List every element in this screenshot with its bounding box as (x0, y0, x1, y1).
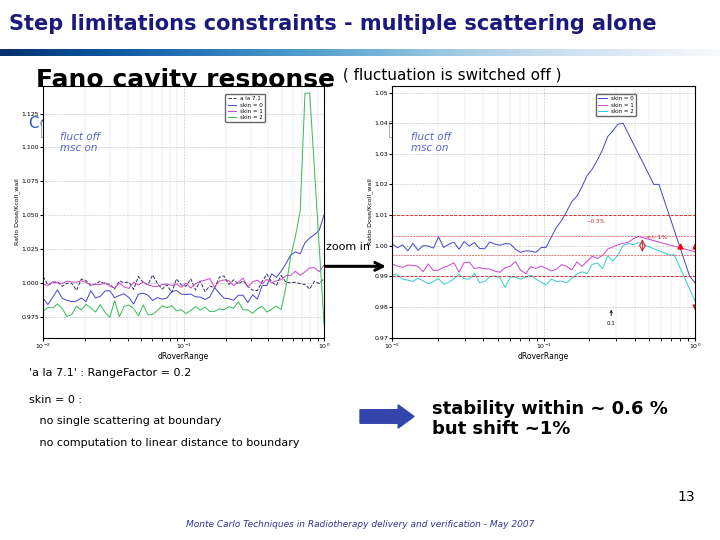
Text: ~0.3%: ~0.3% (586, 219, 604, 224)
skin = 1 (134, 282, 143, 288)
skin = 1 (485, 266, 494, 272)
Line: skin = 1: skin = 1 (392, 237, 695, 273)
skin = 1 (690, 248, 699, 255)
Text: no computation to linear distance to boundary: no computation to linear distance to bou… (29, 438, 300, 448)
skin = 2 (320, 321, 328, 327)
a la 7.1 (130, 286, 138, 293)
Line: skin = 2: skin = 2 (43, 93, 324, 324)
skin = 1 (465, 259, 474, 265)
skin = 1 (439, 264, 448, 271)
FancyArrow shape (360, 405, 414, 428)
skin = 0 (577, 184, 586, 190)
Line: a la 7.1: a la 7.1 (43, 274, 324, 293)
skin = 2 (39, 308, 48, 314)
Text: Comparison with release 7.1: Comparison with release 7.1 (29, 116, 248, 131)
skin = 0 (618, 120, 627, 126)
skin = 1 (220, 276, 228, 283)
Text: MaxStepSize 1m / finalRange 10 um - fanoCavity-msc geom4 88-02-ref-03: MaxStepSize 1m / finalRange 10 um - fano… (395, 127, 600, 132)
Y-axis label: Ratio Dose/Kcoll_wall: Ratio Dose/Kcoll_wall (14, 179, 20, 245)
skin = 0 (220, 295, 228, 301)
skin = 1 (125, 285, 133, 292)
Text: Step limitations constraints - multiple scattering alone: Step limitations constraints - multiple … (9, 14, 656, 34)
skin = 0 (39, 295, 48, 301)
skin = 2 (439, 281, 448, 287)
Text: skin = 0 :: skin = 0 : (29, 395, 82, 404)
skin = 0 (388, 241, 397, 247)
skin = 0 (320, 212, 328, 218)
Text: fluct off
msc on: fluct off msc on (410, 132, 451, 153)
Text: MaxStepSize 1m / finalRange 10 um - fanoCavity-msc geom4-08-02-ref-03: MaxStepSize 1m / finalRange 10 um - fano… (47, 127, 253, 132)
skin = 2 (475, 279, 484, 286)
a la 7.1 (220, 273, 228, 279)
Text: +/- 1%: +/- 1% (647, 234, 668, 239)
skin = 2 (130, 305, 138, 312)
skin = 1 (388, 261, 397, 267)
skin = 2 (388, 272, 397, 278)
skin = 2 (634, 239, 643, 246)
skin = 0 (465, 243, 474, 249)
a la 7.1 (110, 286, 119, 292)
Text: fluct off
msc on: fluct off msc on (60, 132, 100, 153)
skin = 1 (320, 262, 328, 268)
Y-axis label: Ratio Dose/Kcoll_wall: Ratio Dose/Kcoll_wall (367, 179, 373, 245)
skin = 1 (86, 282, 95, 288)
Line: skin = 2: skin = 2 (392, 242, 695, 301)
skin = 0 (125, 294, 133, 301)
Text: Release 8.2: Release 8.2 (392, 116, 482, 131)
a la 7.1 (167, 289, 176, 296)
skin = 1 (490, 268, 499, 274)
Text: 0.1: 0.1 (607, 310, 616, 326)
Text: no single scattering at boundary: no single scattering at boundary (29, 416, 221, 427)
skin = 1 (110, 285, 119, 292)
skin = 0 (44, 301, 53, 308)
skin = 1 (475, 265, 484, 271)
skin = 2 (134, 313, 143, 319)
Line: skin = 1: skin = 1 (43, 265, 324, 288)
skin = 2 (577, 268, 586, 275)
Legend: a la 7.1, skin = 0, skin = 1, skin = 2: a la 7.1, skin = 0, skin = 1, skin = 2 (225, 94, 266, 122)
skin = 2 (490, 273, 499, 279)
skin = 1 (634, 233, 643, 240)
skin = 0 (91, 295, 100, 301)
Text: Fano cavity response: Fano cavity response (36, 68, 335, 92)
skin = 0 (134, 291, 143, 298)
skin = 2 (690, 298, 699, 304)
skin = 2 (465, 276, 474, 282)
Line: skin = 0: skin = 0 (43, 215, 324, 305)
X-axis label: dRoverRange: dRoverRange (158, 353, 210, 361)
X-axis label: dRoverRange: dRoverRange (518, 353, 570, 361)
skin = 1 (120, 284, 128, 290)
skin = 0 (490, 241, 499, 247)
Text: stability within ~ 0.6 %
but shift ~1%: stability within ~ 0.6 % but shift ~1% (432, 400, 668, 438)
a la 7.1 (39, 273, 48, 280)
skin = 2 (301, 90, 310, 97)
a la 7.1 (120, 280, 128, 286)
skin = 2 (485, 273, 494, 280)
skin = 0 (475, 245, 484, 252)
skin = 1 (521, 270, 530, 276)
skin = 0 (690, 279, 699, 286)
a la 7.1 (263, 271, 271, 278)
skin = 1 (583, 258, 592, 264)
Text: 'a la 7.1' : RangeFactor = 0.2: 'a la 7.1' : RangeFactor = 0.2 (29, 368, 191, 378)
a la 7.1 (86, 282, 95, 289)
a la 7.1 (134, 273, 143, 280)
skin = 0 (439, 244, 448, 251)
Text: ( fluctuation is switched off ): ( fluctuation is switched off ) (338, 68, 562, 83)
Text: zoom in: zoom in (326, 242, 371, 252)
skin = 2 (86, 305, 95, 311)
Text: 13: 13 (678, 490, 695, 504)
skin = 0 (485, 239, 494, 245)
skin = 2 (110, 298, 119, 304)
Legend: skin = 0, skin = 1, skin = 2: skin = 0, skin = 1, skin = 2 (596, 94, 636, 116)
skin = 2 (120, 303, 128, 309)
skin = 0 (115, 292, 124, 299)
a la 7.1 (320, 275, 328, 281)
skin = 1 (139, 279, 148, 285)
Text: Monte Carlo Techniques in Radiotherapy delivery and verification - May 2007: Monte Carlo Techniques in Radiotherapy d… (186, 521, 534, 529)
Line: skin = 0: skin = 0 (392, 123, 695, 282)
skin = 0 (139, 290, 148, 296)
skin = 2 (215, 306, 224, 312)
skin = 1 (39, 281, 48, 287)
